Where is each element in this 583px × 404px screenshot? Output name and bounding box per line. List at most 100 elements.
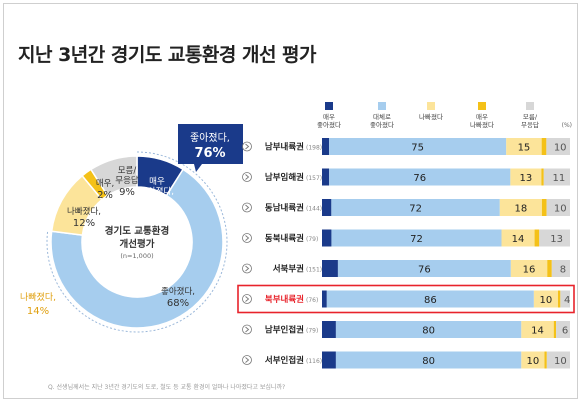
bar-segment: [322, 199, 332, 216]
legend-label: 대체로: [373, 113, 391, 121]
bar-segment: [560, 290, 570, 308]
bar-row: 서부인접권 (116) 80 10 10: [242, 351, 570, 369]
donut-value-text: 2%: [97, 190, 113, 201]
category-sample-size: (144): [306, 206, 322, 213]
category-sample-size: (116): [306, 358, 322, 365]
chevron-right-icon: [242, 141, 252, 152]
category-label: 동북내륙권: [265, 233, 304, 244]
donut-slice-label: 매우,2%: [96, 179, 114, 201]
category-label: 남부내륙권: [265, 142, 304, 153]
legend-label: 모름/: [523, 113, 538, 121]
bar-value-label: 4: [564, 295, 570, 306]
legend-label: 나빠졌다: [419, 112, 443, 121]
chevron-right-icon: [242, 294, 252, 304]
chevron-right-icon: [242, 172, 252, 182]
bar-value-label: 76: [418, 265, 431, 276]
donut-center-title: 개선평가: [120, 238, 155, 250]
donut-slice: [89, 155, 138, 197]
category-label: 북부내륙권: [265, 294, 304, 305]
donut-label-text: 나빠졌다,: [67, 206, 101, 217]
donut-slice-label: 좋아졌다,68%: [161, 286, 195, 309]
category-label: 서부인접권: [265, 355, 304, 366]
donut-center-sample: (n=1,000): [120, 252, 153, 260]
bar-row: 남부내륙권 (198) 75 15 10: [242, 138, 570, 155]
bar-segment: [556, 321, 570, 338]
chevron-right-icon: [242, 202, 252, 213]
bar-value-label: 75: [411, 143, 424, 154]
bar-value-label: 76: [413, 173, 426, 184]
legend-label: 좋아졌다: [370, 120, 394, 129]
bar-segment: [322, 321, 336, 338]
bar-segment: [326, 290, 534, 308]
bar-segment: [521, 321, 554, 338]
category-sample-size: (79): [306, 328, 318, 335]
bar-value-label: 10: [540, 295, 553, 306]
bar-value-label: 10: [527, 356, 540, 367]
legend-item: 모름/무응답: [521, 102, 539, 129]
bar-segment: [546, 199, 570, 216]
bar-segment: [521, 351, 545, 369]
donut-label-text: 모름/: [118, 166, 137, 176]
category-sample-size: (157): [306, 175, 322, 182]
donut-value-text: 9%: [119, 187, 135, 198]
callout-better-pointer: [194, 164, 202, 172]
category-sample-size: (76): [306, 297, 318, 304]
chevron-right-icon: [242, 263, 252, 274]
bar-row: 남부인접권 (79) 80 14 6: [242, 321, 570, 338]
legend-label: 좋아졌다: [317, 120, 341, 129]
category-sample-size: (198): [306, 145, 322, 152]
legend-swatch: [325, 102, 333, 110]
bar-segment: [544, 351, 547, 369]
bar-segment: [335, 321, 522, 338]
bar-segment: [547, 260, 552, 277]
bar-value-label: 13: [550, 234, 563, 245]
chevron-right-icon: [242, 233, 252, 243]
donut-label-text: 매우: [149, 177, 165, 187]
bar-value-label: 10: [554, 143, 567, 154]
callout-worse-label: 나빠졌다,: [20, 291, 56, 303]
donut-value-text: 68%: [167, 298, 189, 309]
category-label: 동남내륙권: [265, 203, 304, 214]
bar-value-label: 14: [512, 234, 525, 245]
bar-value-label: 10: [554, 356, 567, 367]
bar-value-label: 8: [560, 265, 566, 276]
chart-canvas: 매우좋아졌다,9%좋아졌다,68%나빠졌다,12%매우,2%모름/무응답9%경기…: [20, 102, 575, 369]
bar-row: 남부임해권 (157) 76 13 11: [242, 168, 570, 186]
bar-value-label: 16: [523, 265, 536, 276]
chevron-right-icon: [245, 265, 250, 272]
bar-segment: [322, 168, 330, 186]
bar-segment: [510, 260, 548, 277]
chevron-right-icon: [242, 324, 252, 335]
chevron-right-icon: [245, 143, 250, 150]
bar-segment: [557, 290, 561, 308]
legend-item: 나빠졌다: [419, 102, 443, 121]
donut-slice: [50, 168, 224, 329]
highlight-box: [237, 284, 575, 314]
bar-segment: [541, 199, 547, 216]
callout-better-label: 좋아졌다,: [190, 131, 230, 144]
bar-row: 동남내륙권 (144) 72 18 10: [242, 199, 570, 216]
bar-value-label: 14: [531, 326, 544, 337]
bar-segment: [331, 199, 500, 216]
donut-label-text: 좋아졌다,: [161, 286, 195, 297]
bar-row: 서북부권 (151) 76 16 8: [242, 260, 570, 277]
bar-value-label: 10: [554, 204, 567, 215]
donut-value-text: 12%: [73, 218, 95, 229]
callout-worse-value: 14%: [27, 306, 49, 317]
donut-value-text: 9%: [149, 198, 165, 209]
bar-segment: [534, 229, 540, 247]
bar-segment: [541, 138, 547, 155]
chevron-right-icon: [245, 235, 250, 241]
callout-better-box: [178, 124, 243, 164]
bar-segment: [551, 260, 570, 277]
bar-value-label: 80: [422, 356, 435, 367]
bar-row: 동북내륙권 (79) 72 14 13: [242, 229, 570, 247]
bar-segment: [329, 138, 507, 155]
bar-value-label: 15: [518, 143, 531, 154]
bar-segment: [322, 260, 338, 277]
